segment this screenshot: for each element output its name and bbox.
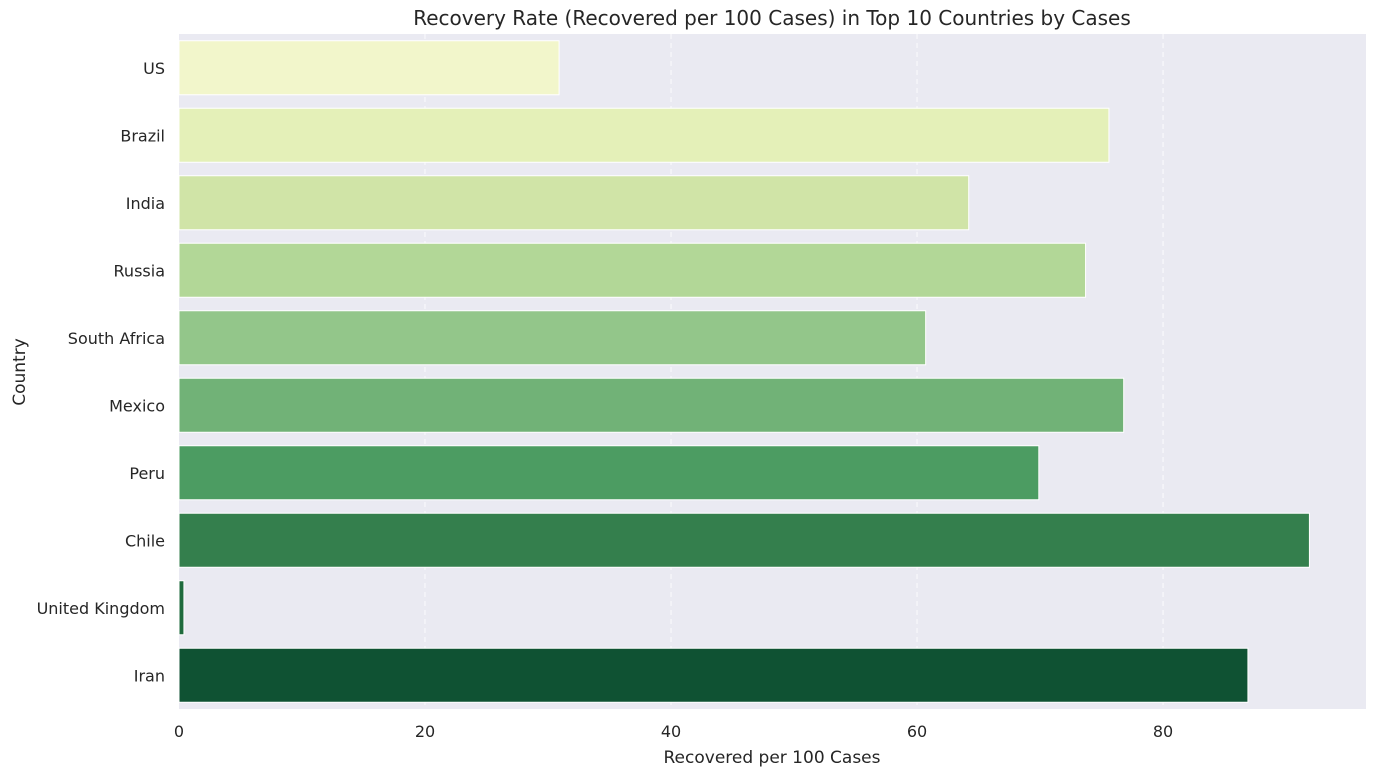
bar-brazil bbox=[178, 107, 1110, 163]
y-tick-label: United Kingdom bbox=[37, 599, 165, 618]
y-axis-label: Country bbox=[10, 338, 30, 406]
chart-title: Recovery Rate (Recovered per 100 Cases) … bbox=[413, 6, 1131, 30]
x-tick-labels: 0 20 40 60 80 bbox=[174, 722, 1173, 741]
y-tick-label: Peru bbox=[129, 464, 165, 483]
y-tick-label: Mexico bbox=[109, 396, 165, 415]
bar-mexico bbox=[178, 377, 1125, 433]
x-tick-label: 60 bbox=[907, 722, 927, 741]
y-tick-label: Brazil bbox=[120, 126, 165, 145]
y-tick-labels: US Brazil India Russia South Africa Mexico Per… bbox=[37, 59, 165, 686]
y-tick-label: US bbox=[143, 59, 165, 78]
y-tick-label: India bbox=[126, 194, 165, 213]
x-axis-label: Recovered per 100 Cases bbox=[664, 748, 881, 768]
bar-chile bbox=[178, 512, 1310, 568]
y-tick-label: Chile bbox=[125, 531, 165, 550]
x-tick-label: 80 bbox=[1153, 722, 1173, 741]
bar-peru bbox=[178, 445, 1040, 501]
x-tick-label: 20 bbox=[415, 722, 435, 741]
bar-us bbox=[178, 40, 560, 96]
x-tick-label: 0 bbox=[174, 722, 184, 741]
y-tick-label: South Africa bbox=[68, 329, 165, 348]
bar-south-africa bbox=[178, 310, 927, 366]
y-tick-label: Iran bbox=[134, 666, 165, 685]
y-tick-label: Russia bbox=[114, 261, 165, 280]
bar-united-kingdom bbox=[178, 580, 185, 636]
bar-india bbox=[178, 175, 970, 231]
bar-iran bbox=[178, 647, 1249, 703]
x-tick-label: 40 bbox=[661, 722, 681, 741]
bar-russia bbox=[178, 242, 1087, 298]
bars bbox=[178, 40, 1310, 703]
